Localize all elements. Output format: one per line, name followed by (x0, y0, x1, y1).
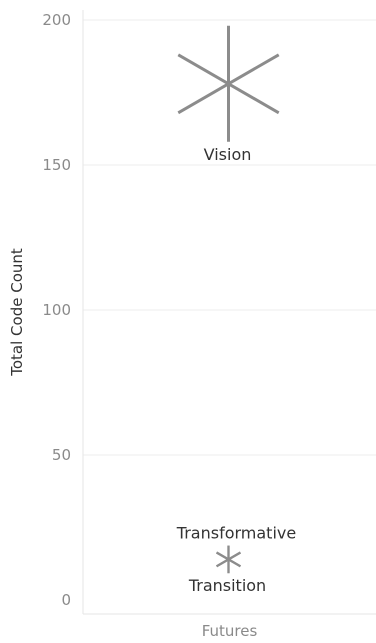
data-marks: Vision Transformative Transition (176, 25, 296, 595)
point-label-vision: Vision (204, 145, 252, 164)
point-mark-transition (216, 545, 241, 574)
y-axis: 0 50 100 150 200 (42, 11, 71, 609)
y-axis-title: Total Code Count (8, 248, 26, 377)
point-label-transformative: Transformative (176, 524, 296, 543)
y-tick-label: 200 (42, 11, 71, 29)
point-mark-vision (177, 25, 280, 142)
gridlines (83, 19, 376, 456)
y-tick-label: 50 (52, 446, 71, 464)
point-label-transition: Transition (188, 576, 266, 595)
x-axis: Futures (202, 622, 258, 640)
y-tick-label: 0 (61, 591, 71, 609)
y-tick-label: 100 (42, 301, 71, 319)
x-category-label: Futures (202, 622, 258, 640)
y-tick-label: 150 (42, 156, 71, 174)
